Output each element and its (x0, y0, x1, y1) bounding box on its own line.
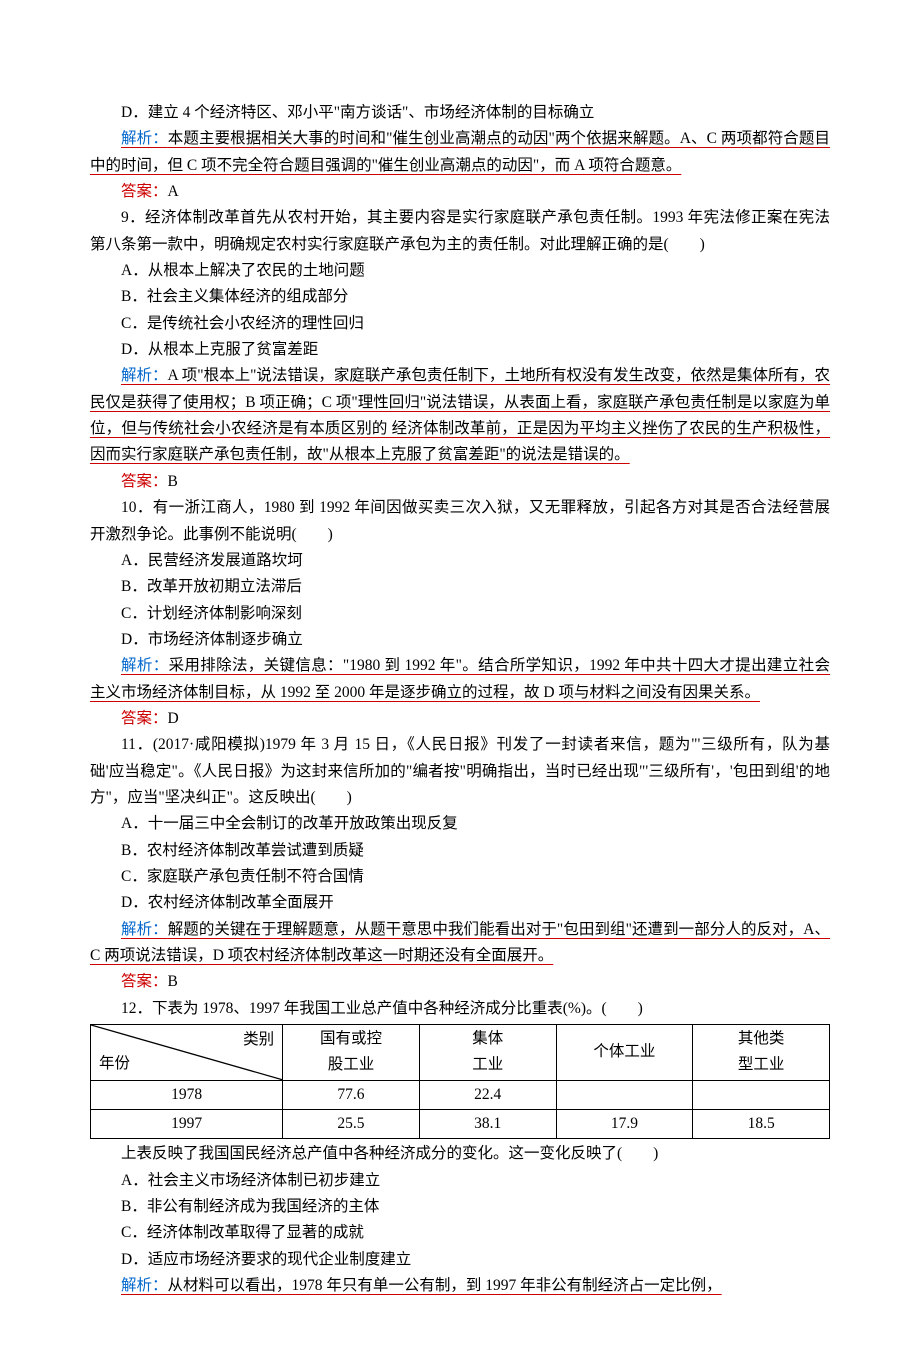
q10-option-a: A．民营经济发展道路坎坷 (90, 548, 830, 574)
cell-value (693, 1080, 830, 1109)
q11-stem: 11．(2017·咸阳模拟)1979 年 3 月 15 日，《人民日报》刊发了一… (90, 732, 830, 811)
q10-option-c: C．计划经济体制影响深刻 (90, 601, 830, 627)
explanation-text: 从材料可以看出，1978 年只有单一公有制，到 1997 年非公有制经济占一定比… (168, 1277, 722, 1294)
explanation-label: 解析： (121, 1277, 168, 1294)
q9-explanation: 解析：A 项"根本上"说法错误，家庭联产承包责任制下，土地所有权没有发生改变，依… (90, 363, 830, 468)
explanation-text: A 项"根本上"说法错误，家庭联产承包责任制下，土地所有权没有发生改变，依然是集… (90, 367, 830, 463)
header-col4: 其他类型工业 (693, 1025, 830, 1081)
cell-value: 25.5 (283, 1110, 420, 1139)
table-diag-header: 类别 年份 (91, 1025, 283, 1081)
table-row: 1997 25.5 38.1 17.9 18.5 (91, 1110, 830, 1139)
table-header-row: 类别 年份 国有或控股工业 集体工业 个体工业 其他类型工业 (91, 1025, 830, 1081)
explanation-text: 采用排除法，关键信息："1980 到 1992 年"。结合所学知识，1992 年… (90, 657, 830, 700)
answer-label: 答案： (121, 710, 168, 727)
q11-explanation: 解析：解题的关键在于理解题意，从题干意思中我们能看出对于"包田到组"还遭到一部分… (90, 917, 830, 970)
q8-answer: 答案：A (90, 179, 830, 205)
cell-value: 17.9 (556, 1110, 693, 1139)
q11-option-b: B．农村经济体制改革尝试遭到质疑 (90, 838, 830, 864)
q12-explanation: 解析：从材料可以看出，1978 年只有单一公有制，到 1997 年非公有制经济占… (90, 1273, 830, 1299)
q12-after-table: 上表反映了我国国民经济总产值中各种经济成分的变化。这一变化反映了( ) (90, 1141, 830, 1167)
answer-value: A (168, 183, 179, 200)
answer-label: 答案： (121, 183, 168, 200)
explanation-label: 解析： (121, 657, 169, 674)
q12-stem: 12．下表为 1978、1997 年我国工业总产值中各种经济成分比重表(%)。(… (90, 996, 830, 1022)
q9-option-d: D．从根本上克服了贫富差距 (90, 337, 830, 363)
cell-year: 1978 (91, 1080, 283, 1109)
document-page: D．建立 4 个经济特区、邓小平"南方谈话"、市场经济体制的目标确立 解析：本题… (0, 0, 920, 1359)
q8-option-d: D．建立 4 个经济特区、邓小平"南方谈话"、市场经济体制的目标确立 (90, 100, 830, 126)
header-category: 类别 (243, 1027, 274, 1053)
q10-option-b: B．改革开放初期立法滞后 (90, 574, 830, 600)
header-col3: 个体工业 (556, 1025, 693, 1081)
q12-option-c: C．经济体制改革取得了显著的成就 (90, 1220, 830, 1246)
cell-year: 1997 (91, 1110, 283, 1139)
explanation-label: 解析： (121, 130, 168, 147)
q11-option-a: A．十一届三中全会制订的改革开放政策出现反复 (90, 811, 830, 837)
cell-value: 18.5 (693, 1110, 830, 1139)
explanation-label: 解析： (121, 921, 168, 938)
header-year: 年份 (99, 1051, 130, 1077)
q9-stem: 9．经济体制改革首先从农村开始，其主要内容是实行家庭联产承包责任制。1993 年… (90, 205, 830, 258)
q12-option-d: D．适应市场经济要求的现代企业制度建立 (90, 1247, 830, 1273)
answer-value: D (168, 710, 179, 727)
cell-value: 22.4 (419, 1080, 556, 1109)
explanation-label: 解析： (121, 367, 168, 384)
q11-option-d: D．农村经济体制改革全面展开 (90, 890, 830, 916)
header-col1: 国有或控股工业 (283, 1025, 420, 1081)
q12-option-b: B．非公有制经济成为我国经济的主体 (90, 1194, 830, 1220)
q10-option-d: D．市场经济体制逐步确立 (90, 627, 830, 653)
table-row: 1978 77.6 22.4 (91, 1080, 830, 1109)
q10-answer: 答案：D (90, 706, 830, 732)
header-col2: 集体工业 (419, 1025, 556, 1081)
explanation-text: 本题主要根据相关大事的时间和"催生创业高潮点的动因"两个依据来解题。A、C 两项… (90, 130, 830, 173)
answer-value: B (168, 973, 178, 990)
q9-option-c: C．是传统社会小农经济的理性回归 (90, 311, 830, 337)
q9-option-b: B．社会主义集体经济的组成部分 (90, 284, 830, 310)
q12-table: 类别 年份 国有或控股工业 集体工业 个体工业 其他类型工业 1978 77.6… (90, 1024, 830, 1139)
q10-stem: 10．有一浙江商人，1980 到 1992 年间因做买卖三次入狱，又无罪释放，引… (90, 495, 830, 548)
cell-value: 38.1 (419, 1110, 556, 1139)
q11-option-c: C．家庭联产承包责任制不符合国情 (90, 864, 830, 890)
cell-value (556, 1080, 693, 1109)
q8-explanation: 解析：本题主要根据相关大事的时间和"催生创业高潮点的动因"两个依据来解题。A、C… (90, 126, 830, 179)
answer-label: 答案： (121, 973, 168, 990)
answer-value: B (168, 473, 178, 490)
q9-option-a: A．从根本上解决了农民的土地问题 (90, 258, 830, 284)
cell-value: 77.6 (283, 1080, 420, 1109)
q12-option-a: A．社会主义市场经济体制已初步建立 (90, 1168, 830, 1194)
q10-explanation: 解析：采用排除法，关键信息："1980 到 1992 年"。结合所学知识，199… (90, 653, 830, 706)
q11-answer: 答案：B (90, 969, 830, 995)
answer-label: 答案： (121, 473, 168, 490)
q9-answer: 答案：B (90, 469, 830, 495)
explanation-text: 解题的关键在于理解题意，从题干意思中我们能看出对于"包田到组"还遭到一部分人的反… (90, 921, 830, 964)
